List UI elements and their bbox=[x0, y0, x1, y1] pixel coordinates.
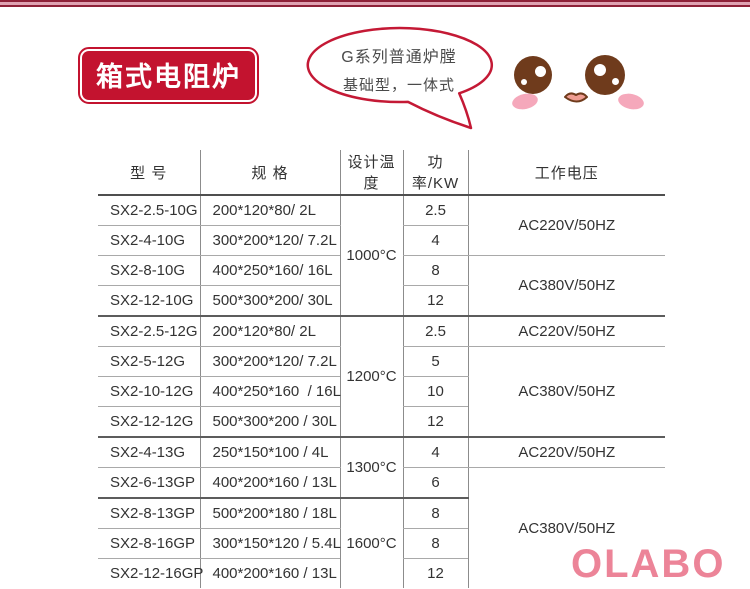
cell-model: SX2-10-12G bbox=[98, 376, 200, 407]
table-row: SX2-4-13G 250*150*100 / 4L 1300°C 4 AC220V/5… bbox=[98, 437, 665, 499]
cell-design-temperature: 1600°C bbox=[339, 498, 403, 588]
cell-model: SX2-5-12G bbox=[98, 346, 200, 377]
bubble-type-label: 基础型，一体式 bbox=[342, 77, 455, 94]
col-header-spec: 规 格 bbox=[199, 150, 340, 196]
table-row: SX2-12-12G 500*300*200 / 30L 12 bbox=[98, 406, 665, 438]
cell-working-voltage: AC380V/50HZ bbox=[467, 255, 665, 317]
cell-power-kw: 10 bbox=[402, 376, 468, 407]
table-row: SX2-5-12G 300*200*120/ 7.2L 5 AC380V/50HZ bbox=[98, 346, 665, 438]
cell-model: SX2-4-13G bbox=[98, 437, 200, 468]
cell-power-kw: 2.5 bbox=[402, 316, 468, 347]
cell-spec: 300*200*120/ 7.2L bbox=[199, 346, 340, 377]
cell-power-kw: 8 bbox=[402, 498, 468, 529]
cell-power-kw: 12 bbox=[402, 558, 468, 588]
col-header-model: 型 号 bbox=[98, 150, 200, 196]
cell-model: SX2-12-12G bbox=[98, 406, 200, 438]
table-row: SX2-8-13GP 500*200*180 / 18L 1600°C 8 bbox=[98, 498, 665, 588]
table-header-row: 型 号 规 格 设计温度 功率/KW 工作电压 bbox=[98, 150, 665, 196]
cell-spec: 300*150*120 / 5.4L bbox=[199, 528, 341, 559]
table-row: SX2-2.5-12G 200*120*80/ 2L 1200°C 2.5 AC220V… bbox=[98, 316, 665, 438]
cell-power-kw: 5 bbox=[402, 346, 468, 377]
cell-spec: 400*200*160 / 13L bbox=[199, 467, 340, 499]
mascot-mouth-icon bbox=[564, 92, 588, 103]
eye-highlight bbox=[521, 79, 527, 85]
title-badge: 箱式电阻炉 bbox=[78, 47, 259, 104]
cell-design-temperature: 1200°C bbox=[339, 316, 403, 438]
cell-power-kw: 8 bbox=[402, 255, 468, 286]
cell-spec: 400*250*160/ 16L bbox=[199, 255, 340, 286]
cell-spec: 200*120*80/ 2L bbox=[199, 195, 340, 226]
cell-power-kw: 8 bbox=[402, 528, 468, 559]
cell-power-kw: 12 bbox=[402, 406, 468, 438]
cell-working-voltage: AC220V/50HZ bbox=[467, 316, 665, 347]
cell-spec: 500*200*180 / 18L bbox=[199, 498, 340, 529]
mascot-right-eye-icon bbox=[585, 55, 625, 95]
top-decorative-band bbox=[0, 0, 750, 7]
cell-design-temperature: 1000°C bbox=[339, 195, 403, 317]
col-header-voltage: 工作电压 bbox=[467, 150, 665, 196]
table-row: SX2-10-12G 400*250*160 / 16L 10 bbox=[98, 376, 665, 407]
cell-power-kw: 4 bbox=[402, 437, 468, 468]
speech-bubble-text: G系列普通炉膛 基础型，一体式 bbox=[313, 43, 485, 95]
table-row: SX2-12-10G 500*300*200/ 30L 12 bbox=[98, 285, 665, 317]
cell-model: SX2-12-10G bbox=[98, 285, 200, 317]
brand-logo: OLABO bbox=[571, 542, 726, 586]
cell-power-kw: 12 bbox=[402, 285, 468, 317]
cell-spec: 400*200*160 / 13L bbox=[199, 558, 340, 588]
cell-model: SX2-8-10G bbox=[98, 255, 200, 286]
cell-model: SX2-8-16GP bbox=[98, 528, 200, 559]
speech-bubble-shape bbox=[306, 26, 494, 130]
cell-spec: 300*200*120/ 7.2L bbox=[199, 225, 340, 256]
bubble-series-label: G系列普通炉膛 bbox=[341, 49, 457, 66]
cell-model: SX2-2.5-12G bbox=[98, 316, 200, 347]
mascot-left-eye-icon bbox=[514, 56, 552, 94]
spec-table-body: SX2-2.5-10G 200*120*80/ 2L 1000°C 2.5 AC220V… bbox=[98, 195, 665, 588]
mascot-left-blush bbox=[510, 91, 540, 112]
table-row: SX2-4-10G 300*200*120/ 7.2L 4 bbox=[98, 225, 665, 256]
col-header-temperature: 设计温度 bbox=[339, 150, 403, 196]
table-row: SX2-8-10G 400*250*160/ 16L 8 AC380V/50HZ bbox=[98, 255, 665, 317]
cell-working-voltage: AC380V/50HZ bbox=[467, 346, 665, 438]
col-header-power: 功率/KW bbox=[402, 150, 468, 196]
table-row: SX2-8-16GP 300*150*120 / 5.4L 8 bbox=[98, 528, 665, 559]
page-title: 箱式电阻炉 bbox=[82, 51, 255, 100]
cell-working-voltage: AC220V/50HZ bbox=[467, 195, 665, 256]
cell-spec: 400*250*160 / 16L bbox=[199, 376, 341, 407]
cell-model: SX2-4-10G bbox=[98, 225, 200, 256]
table-row: SX2-2.5-10G 200*120*80/ 2L 1000°C 2.5 AC220V… bbox=[98, 195, 665, 317]
spec-table: 型 号 规 格 设计温度 功率/KW 工作电压 SX2-2.5-10G 200*1… bbox=[98, 150, 665, 588]
cell-power-kw: 2.5 bbox=[402, 195, 468, 226]
eye-highlight bbox=[594, 64, 606, 76]
cell-model: SX2-12-16GP bbox=[110, 565, 204, 582]
eye-highlight bbox=[612, 78, 619, 85]
cell-working-voltage: AC380V/50HZ bbox=[467, 467, 665, 588]
cell-power-kw: 4 bbox=[402, 225, 468, 256]
mascot-right-blush bbox=[616, 91, 646, 112]
table-row: SX2-12-16GP 400*200*160 / 13L 12 bbox=[98, 558, 665, 588]
cell-spec: 200*120*80/ 2L bbox=[199, 316, 340, 347]
cell-spec: 500*300*200/ 30L bbox=[199, 285, 340, 317]
cell-model: SX2-6-13GP bbox=[98, 467, 200, 499]
cell-design-temperature: 1300°C bbox=[339, 437, 403, 499]
cell-working-voltage: AC220V/50HZ bbox=[467, 437, 665, 468]
mascot-face bbox=[500, 50, 660, 125]
table-row: SX2-6-13GP 400*200*160 / 13L 6 AC380V/50HZ bbox=[98, 467, 665, 588]
cell-spec: 250*150*100 / 4L bbox=[199, 437, 340, 468]
cell-model: SX2-8-13GP bbox=[98, 498, 200, 529]
eye-highlight bbox=[535, 66, 546, 77]
cell-spec: 500*300*200 / 30L bbox=[199, 406, 340, 438]
cell-power-kw: 6 bbox=[402, 467, 468, 499]
cell-model: SX2-2.5-10G bbox=[98, 195, 200, 226]
